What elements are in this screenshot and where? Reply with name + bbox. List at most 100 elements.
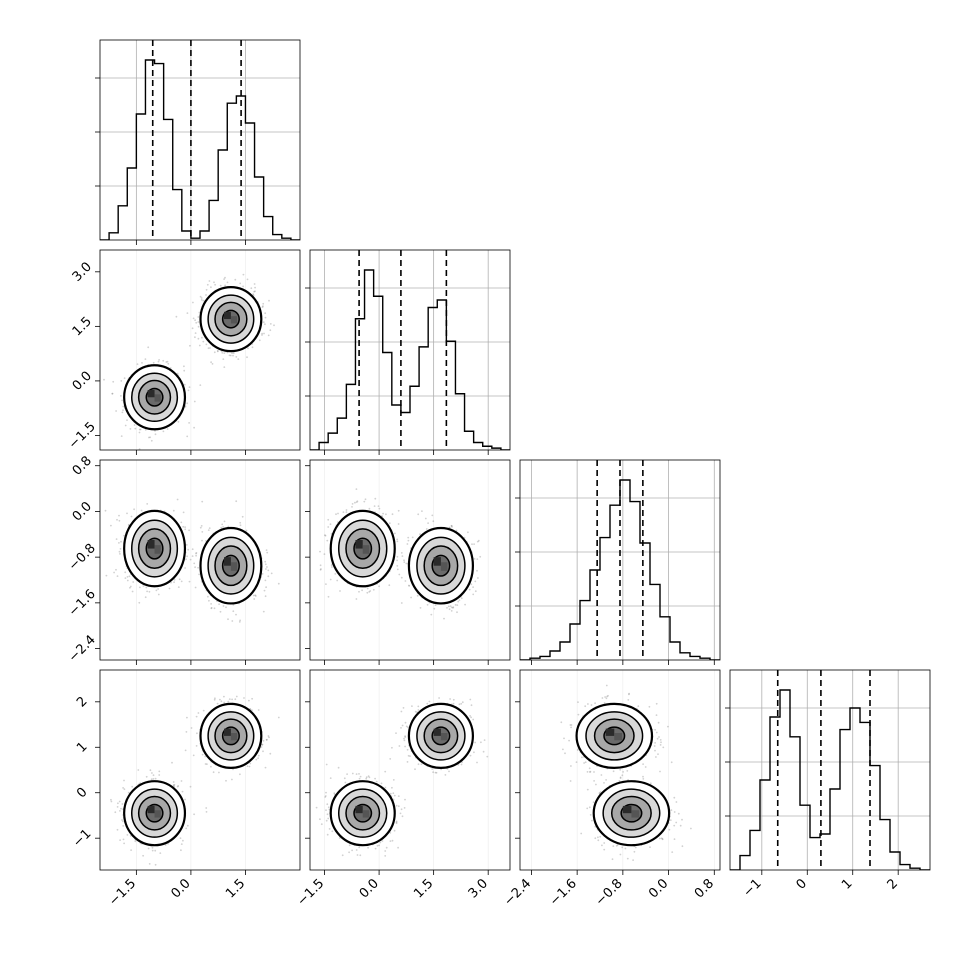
scatter-point <box>345 511 348 513</box>
scatter-point <box>261 332 263 335</box>
scatter-point <box>116 575 119 577</box>
scatter-point <box>477 577 479 579</box>
histogram-step <box>100 59 300 240</box>
scatter-point <box>172 784 175 786</box>
scatter-point <box>154 863 157 866</box>
scatter-point <box>200 525 203 527</box>
scatter-point <box>213 281 215 284</box>
scatter-point <box>157 588 160 590</box>
scatter-point <box>231 352 233 355</box>
scatter-point <box>124 424 127 427</box>
scatter-point <box>122 409 124 412</box>
scatter-point <box>184 526 187 528</box>
panel-content <box>520 460 720 660</box>
scatter-point <box>121 803 124 805</box>
scatter-point <box>105 574 108 577</box>
scatter-point <box>199 295 202 298</box>
scatter-point <box>242 285 245 288</box>
scatter-point <box>188 529 191 532</box>
scatter-point <box>452 607 454 609</box>
scatter-point <box>277 582 280 585</box>
scatter-point <box>238 621 241 623</box>
scatter-point <box>123 377 126 380</box>
density-cell <box>433 557 441 566</box>
scatter-point <box>121 399 123 402</box>
scatter-point <box>189 785 192 788</box>
scatter-point <box>132 581 135 583</box>
scatter-point <box>358 590 360 593</box>
scatter-point <box>377 505 380 507</box>
scatter-point <box>267 569 270 572</box>
scatter-panel-2-0: −2.4−1.6−0.80.00.8 <box>66 453 301 665</box>
scatter-point <box>120 380 123 382</box>
y-tick-label: 0.8 <box>70 453 95 478</box>
scatter-point <box>218 603 221 606</box>
scatter-point <box>184 798 187 801</box>
scatter-point <box>229 354 232 357</box>
scatter-point <box>152 778 155 780</box>
scatter-point <box>167 362 170 365</box>
scatter-point <box>115 410 117 412</box>
scatter-point <box>419 607 422 609</box>
histogram-step <box>310 269 510 450</box>
scatter-point <box>129 835 132 837</box>
scatter-point <box>146 590 149 593</box>
scatter-point <box>227 618 229 621</box>
scatter-point <box>120 540 122 543</box>
scatter-point <box>457 600 460 603</box>
scatter-point <box>400 576 403 579</box>
scatter-point <box>388 584 391 587</box>
scatter-point <box>250 287 253 290</box>
scatter-point <box>188 580 191 583</box>
hist-panel-2 <box>515 459 721 665</box>
hist-panel-1 <box>305 249 511 455</box>
scatter-point <box>401 555 404 557</box>
scatter-point <box>245 529 248 532</box>
scatter-point <box>115 568 117 571</box>
panel-frame <box>99 39 301 241</box>
scatter-point <box>184 528 187 531</box>
y-tick-label: −0.8 <box>66 541 99 574</box>
scatter-point <box>448 608 451 611</box>
scatter-point <box>378 585 380 588</box>
scatter-point <box>235 613 237 616</box>
scatter-point <box>194 319 197 322</box>
scatter-point <box>182 525 185 528</box>
scatter-point <box>446 607 448 609</box>
scatter-point <box>232 354 234 357</box>
scatter-point <box>476 558 479 560</box>
scatter-point <box>185 558 187 561</box>
scatter-point <box>131 590 134 593</box>
scatter-point <box>193 562 196 565</box>
scatter-point <box>195 321 198 324</box>
scatter-point <box>201 336 203 339</box>
scatter-point <box>368 591 371 593</box>
scatter-point <box>111 392 114 395</box>
scatter-point <box>234 278 237 281</box>
scatter-point <box>195 552 198 554</box>
scatter-point <box>180 580 183 583</box>
scatter-point <box>361 589 363 592</box>
scatter-point <box>368 507 371 510</box>
scatter-point <box>148 863 151 865</box>
scatter-point <box>323 553 326 555</box>
scatter-point <box>155 589 158 592</box>
scatter-point <box>397 523 400 525</box>
scatter-point <box>116 828 119 831</box>
density-cell <box>362 545 370 554</box>
scatter-point <box>407 539 410 542</box>
y-tick-label: −2.4 <box>66 632 99 665</box>
scatter-point <box>430 613 433 616</box>
scatter-point <box>197 325 200 328</box>
scatter-point <box>356 500 359 503</box>
panel-content <box>110 670 280 870</box>
scatter-point <box>334 573 337 575</box>
scatter-point <box>335 513 337 516</box>
scatter-point <box>366 591 369 594</box>
scatter-point <box>479 555 482 558</box>
scatter-point <box>197 566 200 569</box>
scatter-point <box>175 315 178 318</box>
scatter-point <box>209 347 211 349</box>
panel-frame <box>309 249 511 451</box>
scatter-point <box>425 528 428 530</box>
